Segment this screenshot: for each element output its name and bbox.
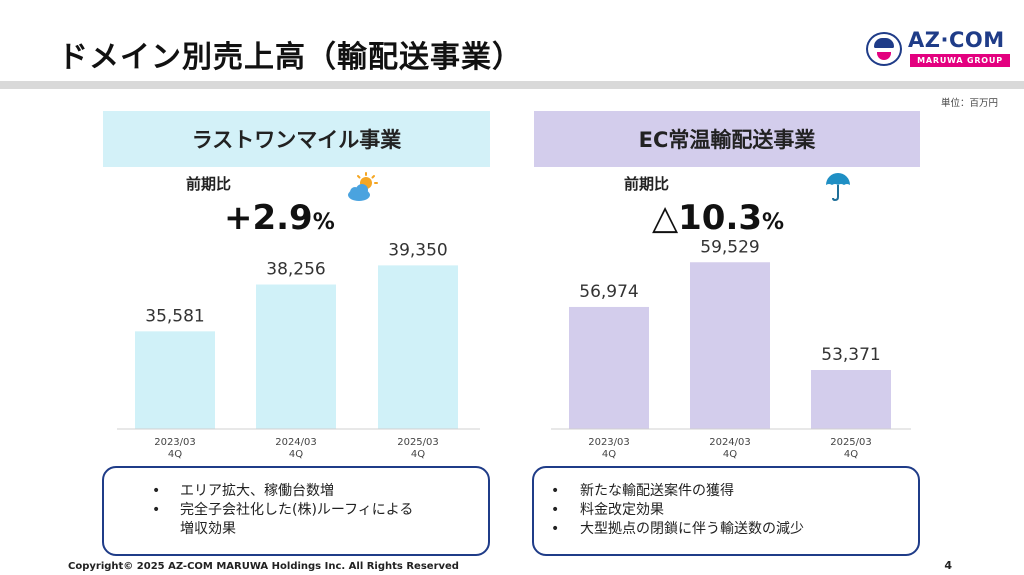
reasons-list-ec-delivery: • 新たな輸配送案件の獲得 • 料金改定効果 • 大型拠点の閉鎖に伴う輸送数の減少: [534, 482, 902, 539]
bar-value-label: 38,256: [266, 260, 325, 280]
x-tick-label: 4Q: [602, 449, 616, 460]
yoy-label-ec-delivery: 前期比: [624, 175, 670, 193]
reasons-box-last-mile: • エリア拡大、稼働台数増 • 完全子会社化した(株)ルーフィによる 増収効果: [102, 466, 490, 556]
logo-subtext: MARUWA GROUP: [910, 54, 1010, 67]
bar-value-label: 35,581: [145, 306, 204, 326]
yoy-value-last-mile: +2.9%: [224, 198, 335, 238]
yoy-label-last-mile: 前期比: [186, 175, 232, 193]
page-title: ドメイン別売上高（輸配送事業）: [58, 40, 523, 75]
bar: [811, 370, 891, 429]
unit-label: 単位：百万円: [940, 98, 998, 109]
bullet-icon: •: [152, 502, 161, 518]
panel-heading-ec-delivery: EC常温輸配送事業: [534, 111, 920, 167]
bullet-icon: •: [551, 502, 560, 518]
title-divider: [0, 81, 1024, 89]
reason-item: • 新たな輸配送案件の獲得: [551, 483, 734, 499]
bar: [690, 262, 770, 429]
x-tick-label: 4Q: [168, 449, 182, 460]
reasons-list-last-mile: • エリア拡大、稼働台数増 • 完全子会社化した(株)ルーフィによる 増収効果: [104, 482, 472, 539]
bar: [135, 331, 215, 429]
reasons-box-ec-delivery: • 新たな輸配送案件の獲得 • 料金改定効果 • 大型拠点の閉鎖に伴う輸送数の減少: [532, 466, 920, 556]
reason-item: • 大型拠点の閉鎖に伴う輸送数の減少: [551, 521, 804, 537]
x-tick-label: 4Q: [723, 449, 737, 460]
x-tick-label: 2024/03: [275, 437, 317, 448]
x-tick-label: 2025/03: [397, 437, 439, 448]
bar-value-label: 56,974: [579, 282, 638, 302]
bar-chart-svg: 35,5812023/034Q38,2562024/034Q39,3502025…: [117, 240, 911, 460]
x-tick-label: 2024/03: [709, 437, 751, 448]
bar-value-label: 59,529: [700, 240, 759, 257]
reason-item: • 料金改定効果: [551, 502, 664, 518]
logo-text: AZ·COM: [908, 28, 1005, 52]
panel-heading-last-mile: ラストワンマイル事業: [103, 111, 490, 167]
x-tick-label: 2025/03: [830, 437, 872, 448]
bar: [569, 306, 649, 429]
bullet-icon: •: [551, 521, 560, 537]
bullet-icon: •: [551, 483, 560, 499]
mascot-icon: [866, 32, 902, 66]
company-logo: AZ·COM MARUWA GROUP: [866, 28, 1012, 68]
yoy-value-ec-delivery: △10.3%: [652, 198, 785, 238]
bar-value-label: 53,371: [821, 345, 880, 365]
bar-value-label: 39,350: [388, 240, 447, 260]
reason-item: • エリア拡大、稼働台数増: [152, 483, 334, 499]
umbrella-icon: [824, 172, 852, 206]
x-tick-label: 2023/03: [154, 437, 196, 448]
sun-behind-cloud-icon: [344, 172, 380, 208]
page-number: 4: [944, 559, 952, 572]
x-tick-label: 4Q: [289, 449, 303, 460]
x-tick-label: 4Q: [411, 449, 425, 460]
copyright-text: Copyright© 2025 AZ-COM MARUWA Holdings I…: [68, 561, 459, 572]
bullet-icon: •: [152, 483, 161, 499]
bar-charts: 35,581 2023/03 4Q 38,256 2024/03 4Q 39,350 2025…: [0, 240, 1024, 470]
bar: [378, 265, 458, 429]
x-tick-label: 2023/03: [588, 437, 630, 448]
x-tick-label: 4Q: [844, 449, 858, 460]
bar: [256, 284, 336, 429]
reason-item: • 完全子会社化した(株)ルーフィによる 増収効果: [152, 502, 414, 537]
